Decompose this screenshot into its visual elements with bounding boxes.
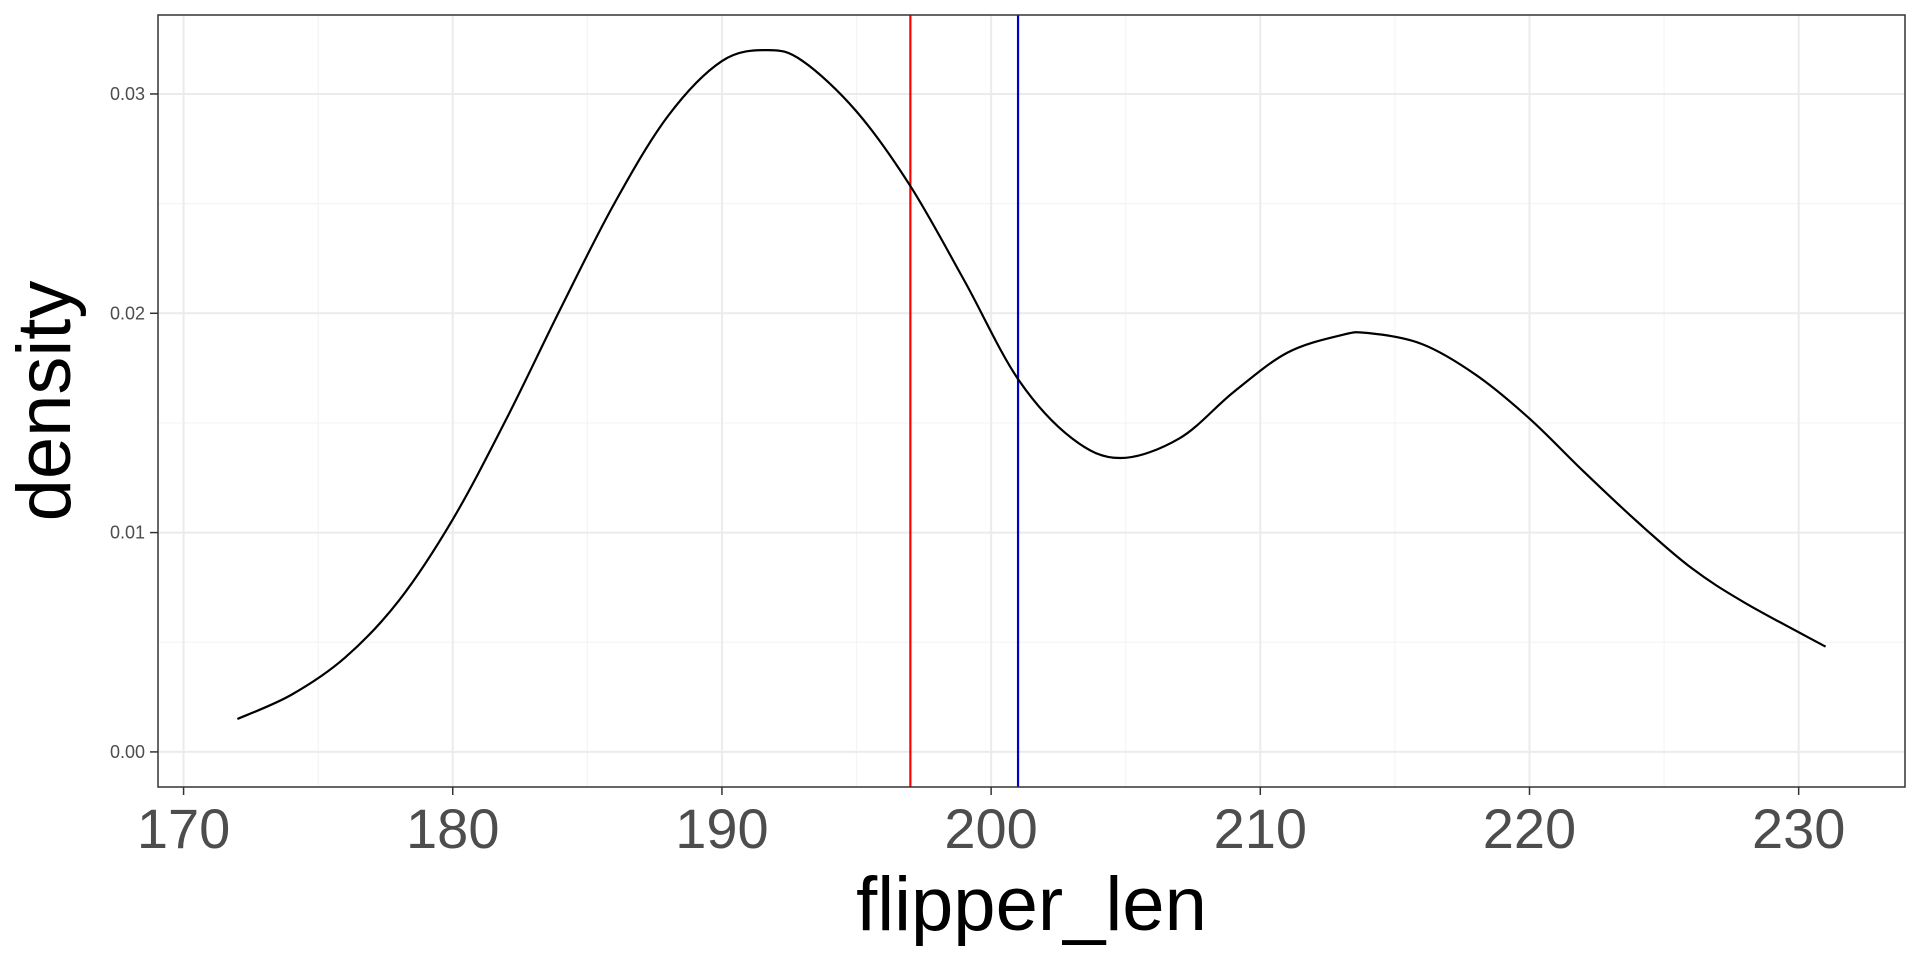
x-axis-title: flipper_len	[856, 862, 1207, 947]
y-axis-ticks: 0.00 0.01 0.02 0.03	[110, 84, 158, 762]
y-tick-label: 0.03	[110, 84, 145, 104]
x-axis-ticks: 170 180 190 200 210 220 230	[137, 787, 1845, 860]
plot-panel-border	[157, 14, 1906, 788]
y-axis-title: density	[2, 281, 87, 522]
grid-layer	[158, 15, 1905, 787]
y-tick-label: 0.00	[110, 742, 145, 762]
x-tick-label: 220	[1483, 797, 1576, 860]
vertical-lines	[909, 15, 1020, 787]
y-tick-label: 0.02	[110, 303, 145, 323]
density-curve	[236, 48, 1827, 721]
series-layer	[236, 48, 1827, 721]
x-tick-label: 210	[1214, 797, 1307, 860]
x-tick-label: 190	[675, 797, 768, 860]
x-tick-label: 170	[137, 797, 230, 860]
y-tick-label: 0.01	[110, 523, 145, 543]
x-tick-label: 200	[944, 797, 1037, 860]
x-tick-label: 230	[1752, 797, 1845, 860]
x-tick-label: 180	[406, 797, 499, 860]
